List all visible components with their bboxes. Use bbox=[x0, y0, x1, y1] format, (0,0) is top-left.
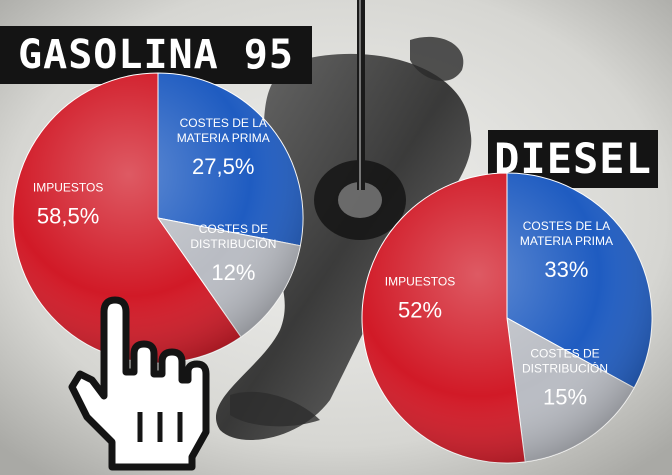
slice-value-dist: 12% bbox=[211, 260, 255, 285]
slice-value-tax: 52% bbox=[398, 298, 442, 323]
slice-label-dist: DISTRIBUCIÓN bbox=[190, 236, 276, 251]
pie-gloss bbox=[13, 73, 303, 363]
slice-label-raw: MATERIA PRIMA bbox=[177, 131, 270, 145]
slice-value-dist: 15% bbox=[543, 385, 587, 410]
slice-label-dist: COSTES DE bbox=[530, 347, 599, 361]
slice-label-raw: MATERIA PRIMA bbox=[520, 234, 613, 248]
slice-value-tax: 58,5% bbox=[37, 203, 99, 228]
slice-label-raw: COSTES DE LA bbox=[180, 116, 267, 130]
slice-label-dist: DISTRIBUCIÓN bbox=[522, 361, 608, 376]
slice-value-raw: 33% bbox=[544, 257, 588, 282]
hand-pointer-icon bbox=[68, 296, 210, 471]
slice-label-dist: COSTES DE bbox=[199, 222, 268, 236]
pie-gloss bbox=[362, 173, 652, 463]
slice-label-tax: IMPUESTOS bbox=[33, 180, 103, 194]
slice-value-raw: 27,5% bbox=[192, 154, 254, 179]
slice-label-tax: IMPUESTOS bbox=[385, 275, 455, 289]
slice-label-raw: COSTES DE LA bbox=[523, 219, 610, 233]
